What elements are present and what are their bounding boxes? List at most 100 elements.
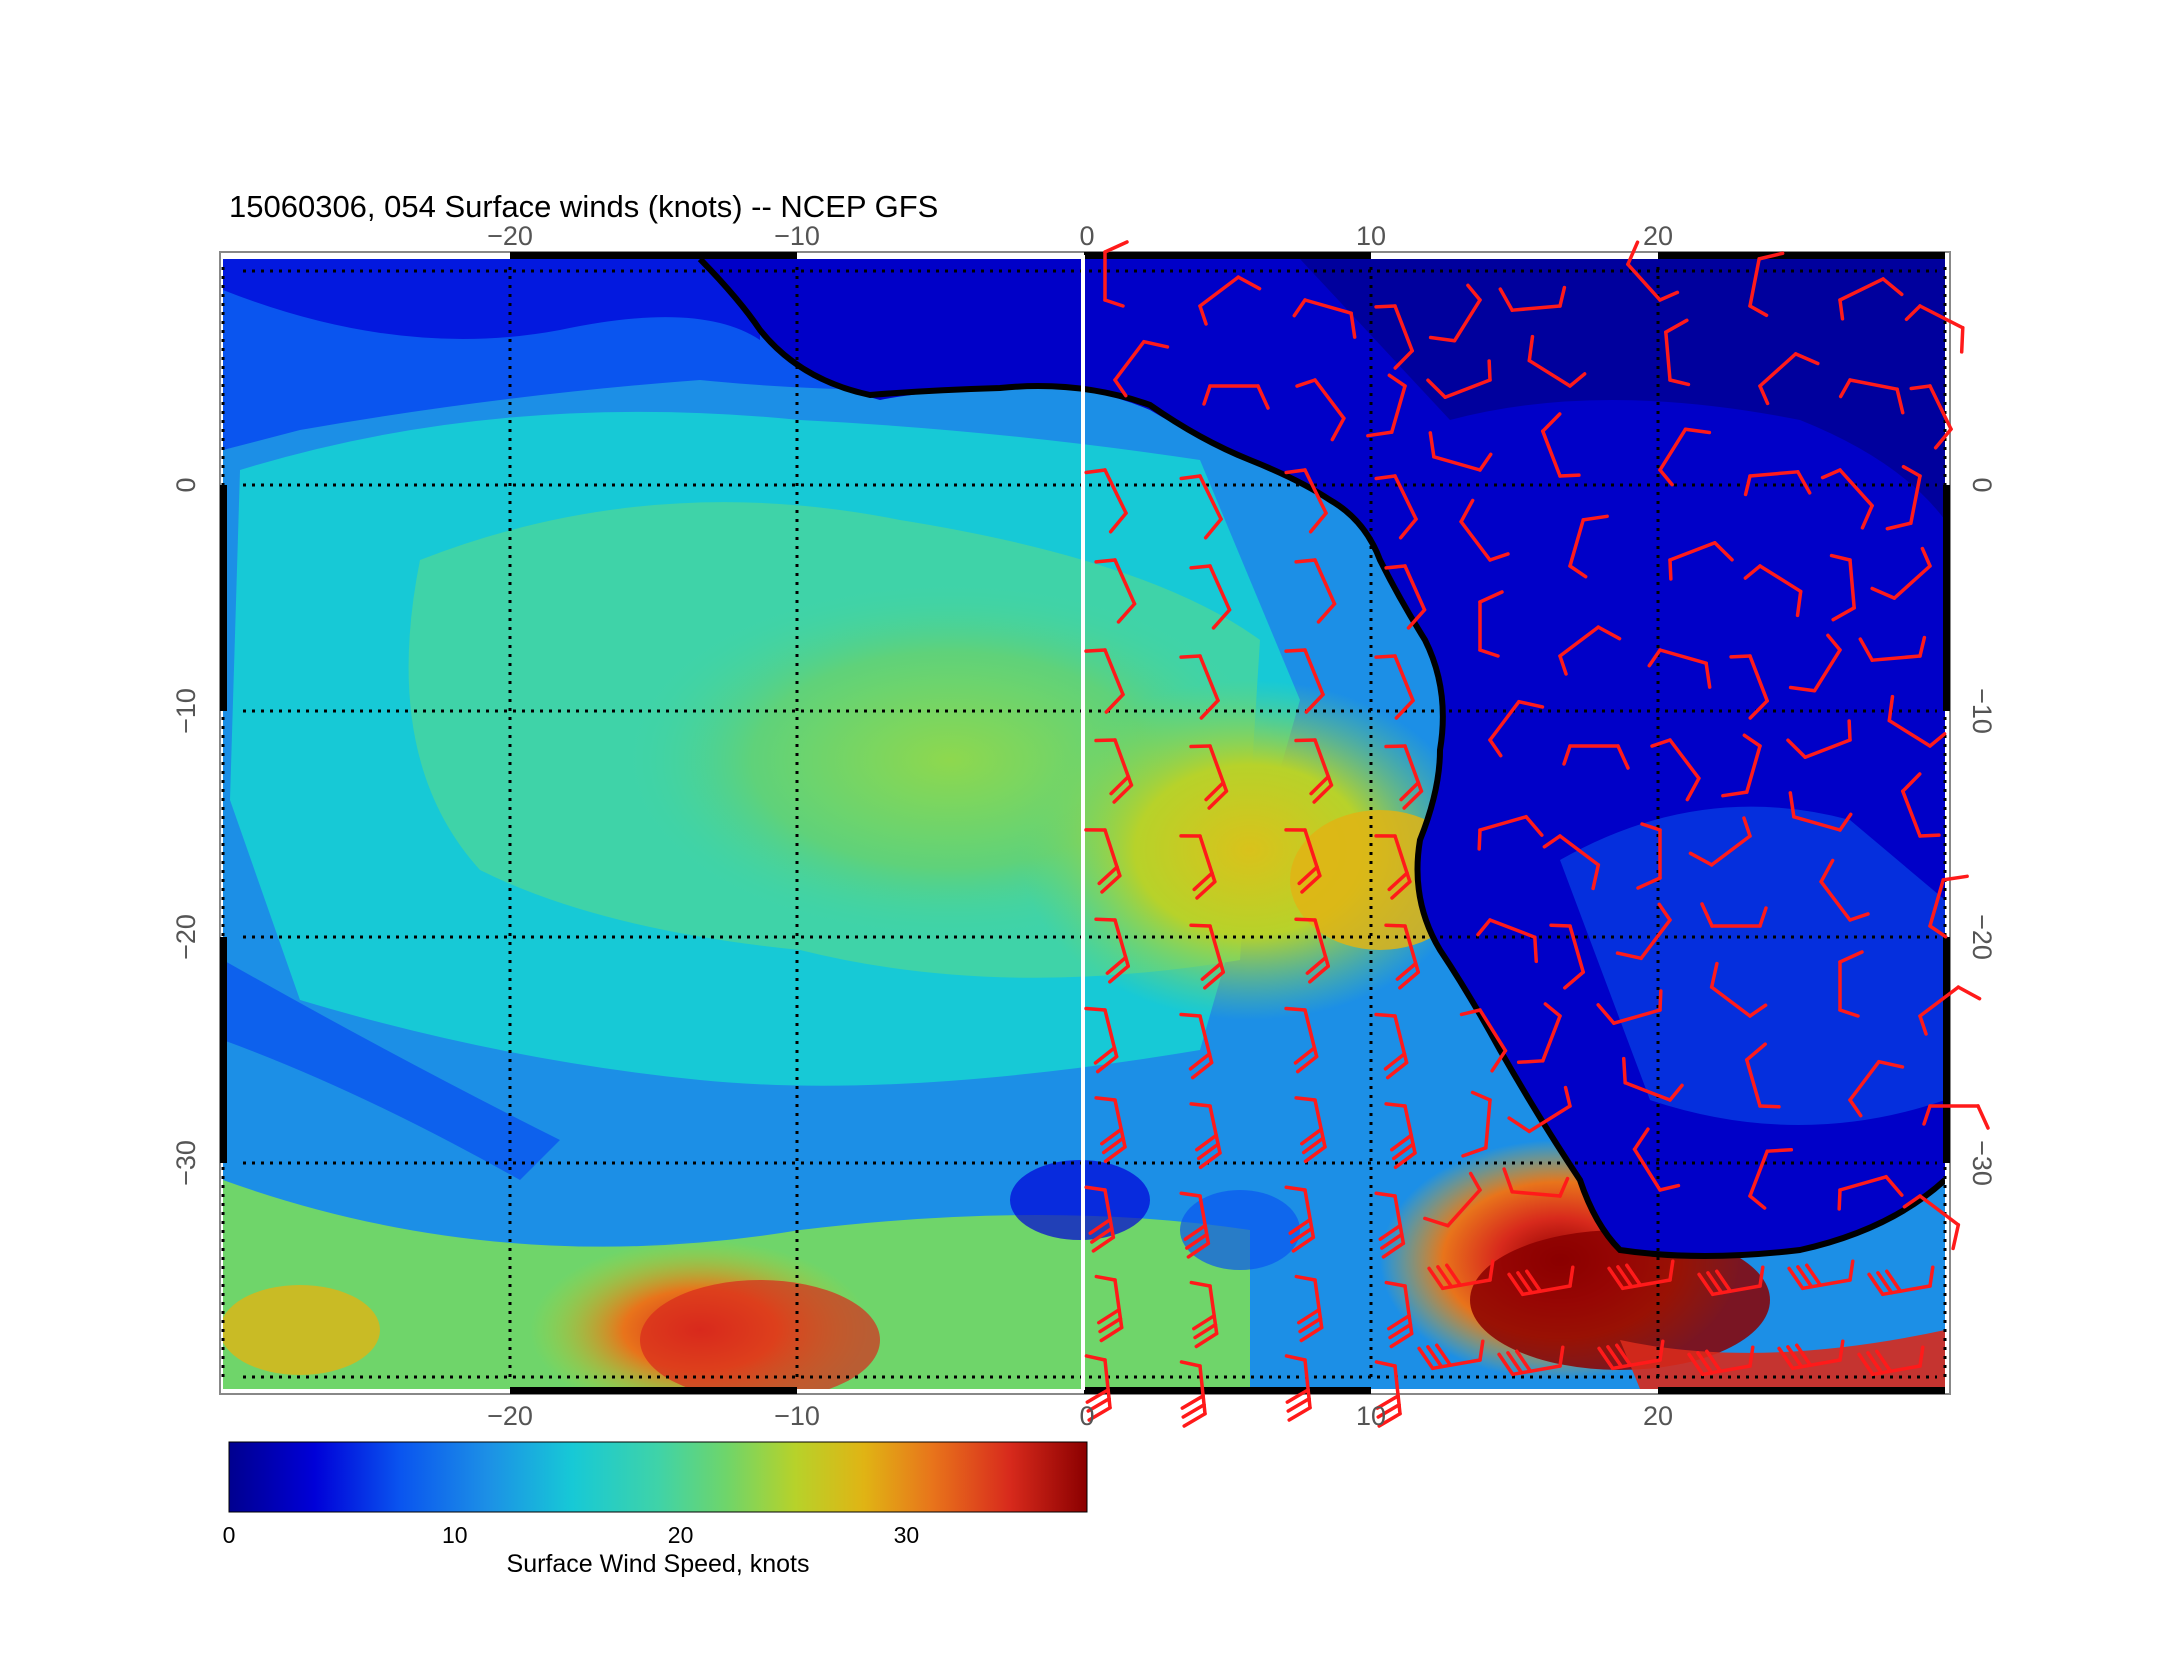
wind-barb xyxy=(1202,384,1270,410)
colorbar-ticks: 0 10 20 30 xyxy=(223,1522,920,1548)
colorbar-tick-label: 0 xyxy=(223,1522,236,1548)
wind-barb xyxy=(1558,625,1622,676)
wind-barb xyxy=(1374,304,1414,370)
wind-barb xyxy=(1507,1085,1572,1134)
wind-barb xyxy=(1476,918,1539,964)
frame-bar-top xyxy=(510,252,797,259)
wind-barb xyxy=(1374,1012,1409,1080)
lon-tick-label-top: 0 xyxy=(1079,221,1094,251)
frame-bar-left xyxy=(220,485,227,711)
wind-barb xyxy=(1918,985,1982,1036)
wind-barb xyxy=(1189,1280,1219,1349)
wind-barb xyxy=(1284,828,1322,894)
wind-barb xyxy=(1179,474,1223,540)
wind-barb xyxy=(1084,1006,1119,1074)
wind-barb xyxy=(1829,553,1856,622)
wind-barb xyxy=(1745,1042,1781,1109)
wind-barb xyxy=(1179,1191,1211,1259)
wind-barb xyxy=(1094,558,1137,624)
wind-barb xyxy=(1777,1339,1845,1371)
lon-tick-label-bottom: 0 xyxy=(1079,1401,1094,1431)
wind-barb xyxy=(1542,834,1601,891)
wind-barb xyxy=(1292,298,1357,339)
wind-barb xyxy=(1743,564,1803,618)
wind-barb xyxy=(1094,917,1130,984)
wind-barb xyxy=(1636,822,1662,890)
coastline xyxy=(697,259,1945,1259)
wind-barb xyxy=(1688,816,1752,867)
wind-barb xyxy=(1838,378,1905,415)
wind-barb xyxy=(1596,989,1663,1025)
wind-barb xyxy=(1295,378,1346,442)
wind-barb xyxy=(1885,464,1922,531)
wind-barb xyxy=(1366,373,1407,438)
wind-barb xyxy=(1507,1265,1575,1297)
wind-barb xyxy=(1820,468,1874,530)
wind-barb xyxy=(1788,633,1842,693)
wind-barb xyxy=(1549,923,1585,990)
wind-barb xyxy=(1384,564,1427,630)
wind-barb xyxy=(1758,352,1820,406)
wind-barb xyxy=(1103,240,1129,308)
wind-barb xyxy=(1374,1360,1402,1428)
wind-barb xyxy=(1867,1265,1935,1297)
wind-barb xyxy=(1632,1127,1681,1192)
wind-barb xyxy=(1477,815,1544,851)
wind-barb xyxy=(1928,874,1969,939)
wind-barb xyxy=(1384,923,1420,990)
lat-tick-label-left: −30 xyxy=(171,1140,201,1186)
lon-tick-label-top: −20 xyxy=(487,221,533,251)
axis-tick-labels: −20 −20 −10 −10 0 0 10 10 20 20 0 0 −10 −10 −20 −20 −30 −… xyxy=(171,221,1997,1431)
wind-barb xyxy=(1668,541,1734,581)
wind-barb xyxy=(1870,546,1932,600)
wind-barb xyxy=(1743,470,1812,497)
wind-barb xyxy=(1384,1280,1414,1349)
wind-barb xyxy=(1284,1354,1312,1422)
wind-barb xyxy=(1426,359,1492,399)
wind-barb xyxy=(1887,694,1947,748)
lon-tick-label-top: −10 xyxy=(774,221,820,251)
wind-barb xyxy=(1189,744,1229,810)
wind-barb xyxy=(1562,744,1630,770)
wind-barb xyxy=(1597,1339,1665,1371)
wind-barb xyxy=(1113,339,1170,398)
wind-barb xyxy=(1787,1259,1855,1291)
wind-barb xyxy=(1697,1265,1765,1297)
colorbar-label: Surface Wind Speed, knots xyxy=(507,1550,810,1578)
wind-barb xyxy=(1084,468,1128,534)
lon-tick-label-bottom: 20 xyxy=(1643,1401,1673,1431)
wind-barb xyxy=(1700,902,1768,928)
wind-barb xyxy=(1488,699,1545,758)
wind-barb xyxy=(1294,1096,1327,1164)
wind-barb xyxy=(1819,858,1870,922)
lat-tick-label-left: −10 xyxy=(171,688,201,734)
wind-barb xyxy=(1497,1345,1565,1377)
wind-barb xyxy=(1748,251,1785,318)
wind-barb xyxy=(1858,635,1927,662)
wind-barb xyxy=(1427,1259,1495,1291)
colorbar: 0 10 20 30 Surface Wind Speed, knots xyxy=(223,1441,1088,1578)
colorbar-tick-label: 10 xyxy=(442,1522,468,1548)
lat-tick-label-right: 0 xyxy=(1967,477,1997,492)
wind-barb xyxy=(1179,654,1220,720)
wind-barb xyxy=(1568,514,1609,579)
colorbar-bar xyxy=(228,1441,1088,1513)
wind-barb xyxy=(1786,719,1852,759)
lon-tick-label-bottom: −10 xyxy=(774,1401,820,1431)
frame-bar-top xyxy=(1658,252,1945,259)
wind-barb xyxy=(1478,590,1504,658)
wind-barb xyxy=(1384,1102,1417,1170)
wind-barb xyxy=(1284,1185,1316,1253)
wind-barb xyxy=(1374,834,1412,900)
wind-barb xyxy=(1838,277,1904,321)
wind-barb xyxy=(1423,1171,1482,1228)
wind-barb xyxy=(1084,1185,1116,1253)
frame-bar-bottom xyxy=(1084,1387,1371,1394)
wind-barb xyxy=(1922,1104,1990,1130)
wind-barb xyxy=(1428,431,1493,472)
wind-barb xyxy=(1294,1274,1324,1343)
wind-barb xyxy=(1374,474,1418,540)
wind-barb xyxy=(1902,1194,1961,1251)
wind-barb xyxy=(1748,1147,1794,1210)
wind-barb xyxy=(1374,1191,1406,1259)
